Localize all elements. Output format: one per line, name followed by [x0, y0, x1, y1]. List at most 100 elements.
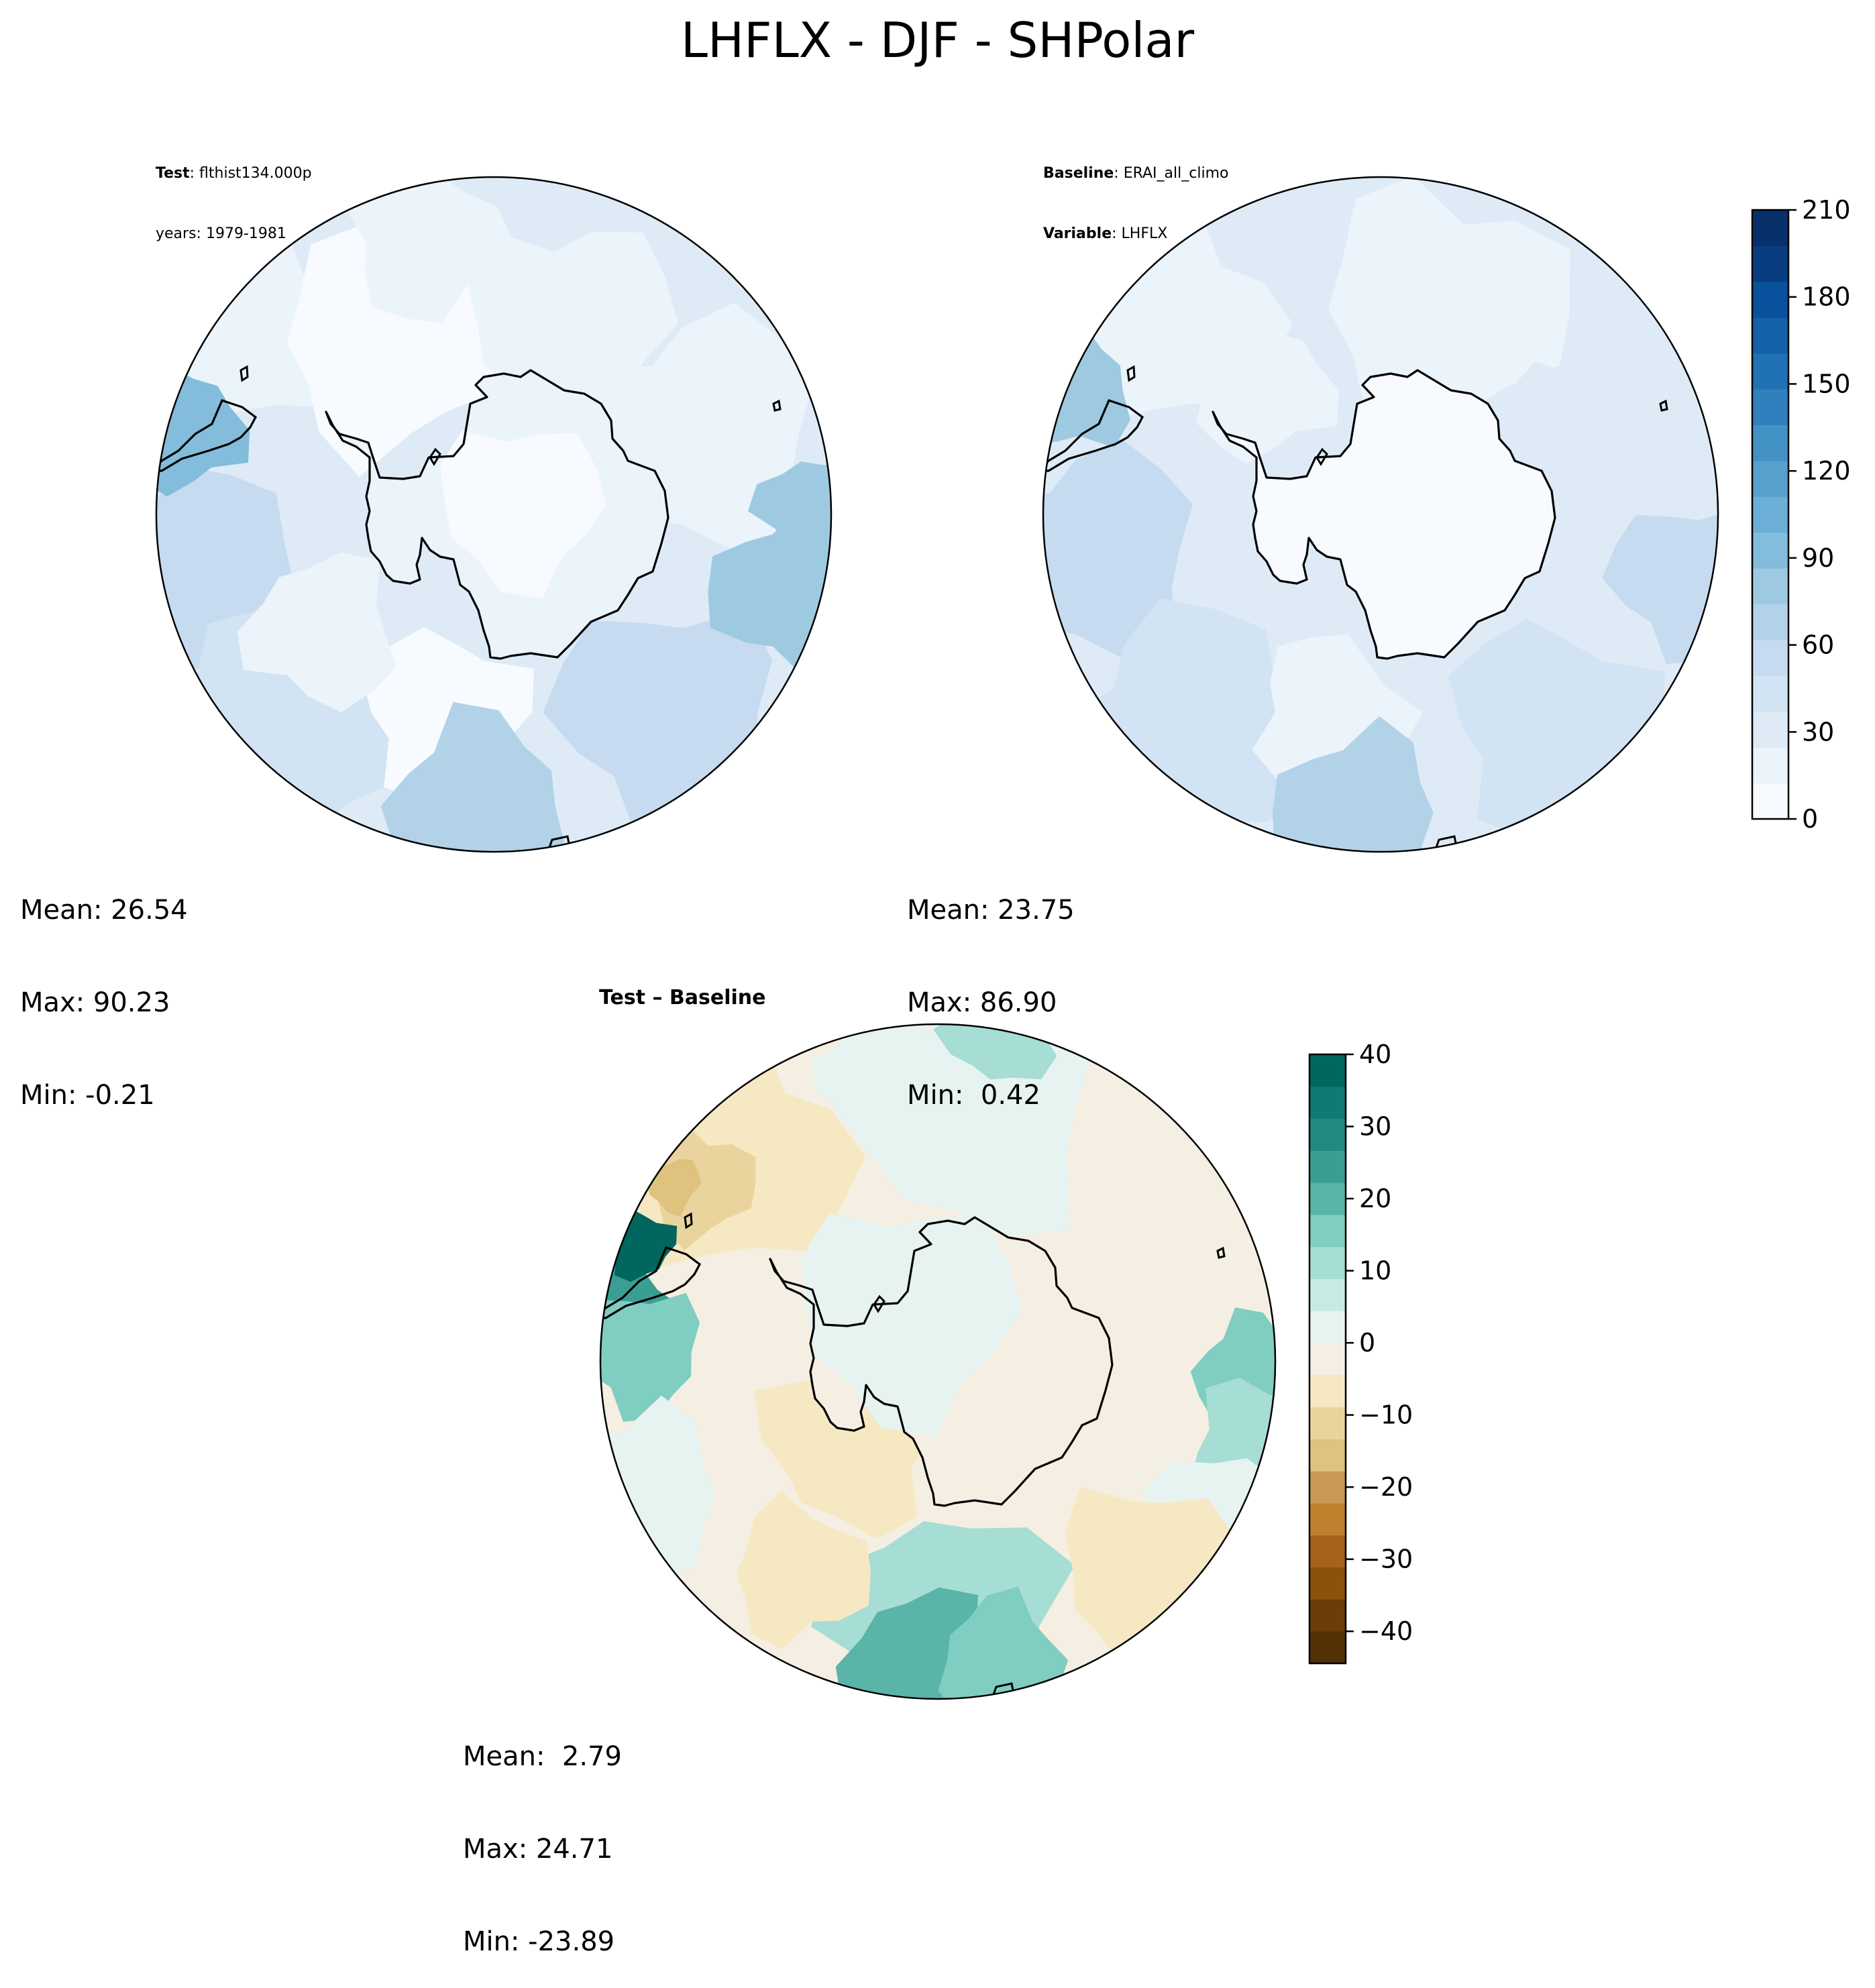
colorbar-segment	[1309, 1535, 1346, 1568]
map-boundary	[599, 1023, 1277, 1700]
colorbar-segment	[1752, 496, 1788, 533]
colorbar-segment	[1752, 532, 1788, 569]
baseline-min: Min: 0.42	[907, 1080, 1040, 1111]
map-boundary	[155, 176, 833, 853]
field-contour	[938, 1586, 1069, 1699]
island-coastline	[684, 1212, 693, 1229]
field-contour	[600, 1395, 716, 1587]
colorbar-frame	[1751, 209, 1790, 820]
baseline-stats: Mean: 23.75 Max: 86.90 Min: 0.42	[907, 833, 1075, 1142]
colorbar-segment	[1752, 711, 1788, 748]
island-coastline	[1659, 399, 1668, 412]
island-coastline	[1216, 1246, 1226, 1259]
colorbar-segment	[1752, 389, 1788, 425]
colorbar-tick-label: 40	[1359, 1040, 1391, 1069]
colorbar-segment	[1309, 1246, 1346, 1280]
colorbar-segment	[1309, 1150, 1346, 1183]
colorbar-tick-label: −10	[1359, 1400, 1413, 1430]
baseline-max: Max: 86.90	[907, 987, 1057, 1018]
colorbar-segment	[1752, 245, 1788, 282]
colorbar-segment	[1752, 639, 1788, 676]
south-america-coastline	[600, 1246, 702, 1319]
antarctica-fill	[1213, 370, 1555, 659]
colorbar-tick-label: 0	[1802, 804, 1818, 834]
field-contour	[1498, 360, 1718, 591]
island-coastline	[1126, 365, 1136, 382]
colorbar-tick-label: 10	[1359, 1256, 1391, 1286]
test-max: Max: 90.23	[20, 987, 170, 1018]
map-boundary	[1042, 176, 1719, 853]
diff-mean: Mean: 2.79	[463, 1741, 622, 1772]
baseline-mean: Mean: 23.75	[907, 895, 1075, 926]
colorbar-tick-label: −30	[1359, 1545, 1413, 1574]
colorbar-segment	[1752, 568, 1788, 605]
colorbar-segment	[1309, 1278, 1346, 1311]
test-label: Test	[156, 165, 190, 182]
colorbar-segment	[1309, 1343, 1346, 1376]
colorbar-tick-label: −20	[1359, 1472, 1413, 1502]
test-case-name: flthist134.000p	[199, 165, 312, 182]
diff-panel-title: Test – Baseline	[599, 986, 766, 1009]
antarctica-coastline	[1212, 369, 1556, 660]
south-america-coastline	[156, 399, 258, 472]
colorbar-segment	[1752, 783, 1788, 820]
colorbar-segment	[1752, 425, 1788, 461]
colorbar-segment	[1309, 1182, 1346, 1215]
baseline-panel-header: Baseline: ERAI_all_climo Variable: LHFLX	[1043, 123, 1228, 264]
test-mean: Mean: 26.54	[20, 895, 188, 926]
test-map	[155, 176, 833, 853]
field-layer	[156, 177, 831, 852]
colorbar-segment	[1309, 1374, 1346, 1408]
baseline-label-sep: :	[1114, 165, 1124, 182]
island-coastline	[239, 365, 249, 382]
field-contour	[1065, 1486, 1248, 1673]
colorbar-segment	[1752, 281, 1788, 318]
antarctica-coastline	[769, 1216, 1114, 1507]
field-contour	[1602, 506, 1718, 665]
colorbar-segment	[1309, 1118, 1346, 1151]
field-contour	[648, 1124, 756, 1251]
colorbar-segment	[1309, 1503, 1346, 1536]
field-contour	[156, 364, 250, 497]
diff-stats: Mean: 2.79 Max: 24.71 Min: -23.89	[463, 1679, 622, 1988]
test-label-sep: :	[189, 165, 200, 182]
field-contour	[237, 552, 396, 713]
baseline-map	[1042, 176, 1719, 853]
ice-shelf-coastline	[429, 447, 441, 466]
field-contour	[343, 177, 515, 323]
colorbar-tick-label: 210	[1802, 195, 1851, 225]
diff-max: Max: 24.71	[463, 1834, 613, 1865]
colorbar-segment	[1309, 1599, 1346, 1632]
baseline-variable-sep: :	[1112, 225, 1122, 242]
colorbar-segment	[1309, 1406, 1346, 1439]
island-coastline	[772, 399, 782, 412]
baseline-variable-label: Variable	[1043, 225, 1112, 242]
colorbar-segment	[1752, 317, 1788, 354]
south-america-coastline	[1043, 399, 1144, 472]
diff-map	[599, 1023, 1277, 1700]
colorbar-tick-label: −40	[1359, 1616, 1413, 1646]
ice-shelf-coastline	[1316, 447, 1328, 466]
colorbar-segment	[1309, 1214, 1346, 1248]
test-min: Min: -0.21	[20, 1080, 155, 1111]
colorbar-segment	[1752, 675, 1788, 712]
colorbar-segment	[1309, 1311, 1346, 1343]
colorbar-segment	[1309, 1054, 1346, 1087]
antarctica-coastline	[325, 369, 669, 660]
field-contour	[1196, 316, 1339, 464]
colorbar-tick-label: 90	[1802, 543, 1834, 573]
field-contour	[380, 702, 566, 852]
test-panel-header: Test: flthist134.000p years: 1979-1981	[156, 123, 312, 264]
colorbar-tick-label: 60	[1802, 630, 1834, 660]
colorbar-tick-label: 20	[1359, 1184, 1391, 1213]
ice-shelf-coastline	[873, 1294, 886, 1313]
island-coastline	[545, 835, 572, 852]
diff-min: Min: -23.89	[463, 1926, 615, 1957]
island-coastline	[1432, 835, 1459, 852]
colorbar-frame	[1308, 1053, 1347, 1665]
land-contour	[800, 1213, 1022, 1437]
colorbar-segment	[1309, 1631, 1346, 1664]
colorbar-segment	[1752, 604, 1788, 641]
field-contour	[644, 1159, 702, 1217]
field-contour	[1043, 438, 1193, 657]
